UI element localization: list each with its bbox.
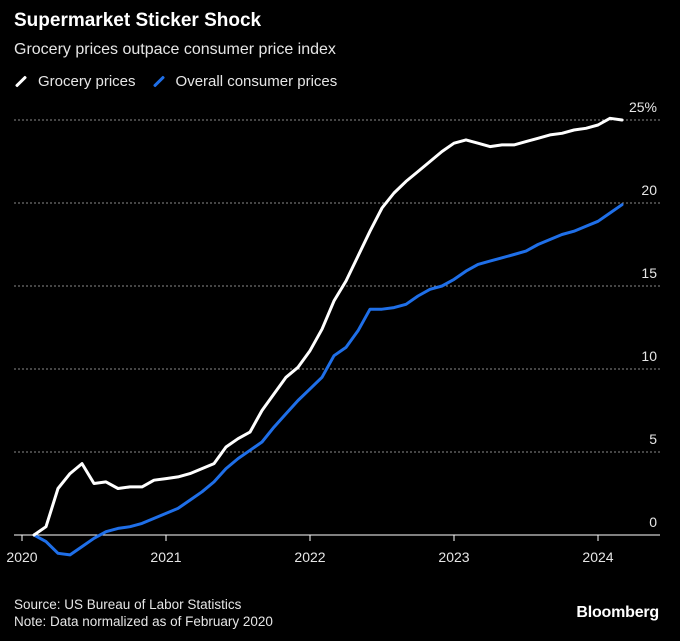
legend-item-grocery: Grocery prices xyxy=(14,73,136,90)
legend-label-grocery: Grocery prices xyxy=(38,73,136,90)
legend-item-cpi: Overall consumer prices xyxy=(152,73,338,90)
chart-legend: Grocery prices Overall consumer prices xyxy=(14,73,353,90)
data-note: Note: Data normalized as of February 202… xyxy=(14,614,273,629)
x-tick-label: 2024 xyxy=(582,549,613,565)
series-layer xyxy=(32,116,624,557)
bloomberg-logo: Bloomberg xyxy=(576,604,659,621)
y-tick-label: 15 xyxy=(641,265,657,281)
legend-label-cpi: Overall consumer prices xyxy=(175,73,338,90)
x-tick-label: 2023 xyxy=(438,549,469,565)
grid-layer xyxy=(14,119,660,536)
line-chart: 0 5 10 15 20 25% 2020 2021 2022 2023 2024 xyxy=(6,99,660,565)
y-tick-label: 0 xyxy=(649,514,657,530)
series-line-grocery xyxy=(32,116,624,537)
y-tick-label: 25% xyxy=(629,99,657,115)
y-tick-label: 10 xyxy=(641,348,657,364)
series-line-cpi xyxy=(32,203,624,557)
axis-layer: 0 5 10 15 20 25% 2020 2021 2022 2023 2024 xyxy=(6,99,657,565)
x-tick-label: 2022 xyxy=(294,549,325,565)
y-tick-label: 20 xyxy=(641,182,657,198)
chart-subtitle: Grocery prices outpace consumer price in… xyxy=(14,41,336,58)
x-tick-label: 2020 xyxy=(6,549,37,565)
chart-title: Supermarket Sticker Shock xyxy=(14,10,262,31)
source-note: Source: US Bureau of Labor Statistics xyxy=(14,597,242,612)
x-tick-label: 2021 xyxy=(150,549,181,565)
y-tick-label: 5 xyxy=(649,431,657,447)
